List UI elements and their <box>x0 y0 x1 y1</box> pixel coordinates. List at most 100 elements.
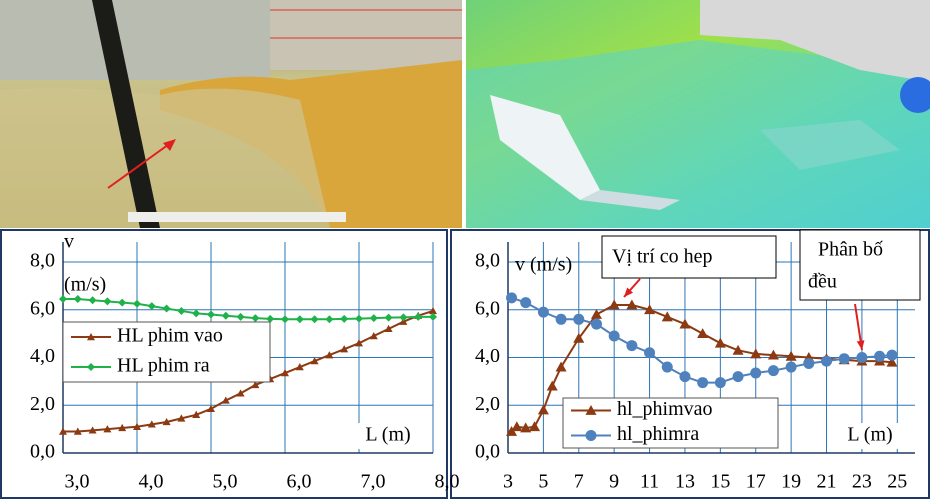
marker <box>207 405 215 412</box>
marker <box>192 309 200 317</box>
marker <box>148 302 156 310</box>
marker <box>281 315 289 323</box>
marker <box>715 377 726 388</box>
figure: 0,0 2,0 4,0 6,0 8,0 3,0 4,0 5,0 6,0 7,0 8,0 v (m/s) L… <box>0 0 930 500</box>
y-axis-label: v <box>64 231 74 253</box>
marker <box>355 315 363 323</box>
x-tick-label: 25 <box>887 471 907 493</box>
annotation-text: Vị trí co hep <box>612 246 713 268</box>
marker <box>311 315 319 323</box>
y-tick-label: 0,0 <box>30 441 55 463</box>
y-tick-label: 0,0 <box>475 441 500 463</box>
annotation-text: Phân bố <box>818 239 883 261</box>
y-axis-label: v (m/s) <box>515 254 572 276</box>
marker <box>340 315 348 323</box>
marker <box>511 421 522 431</box>
marker <box>556 362 567 372</box>
marker <box>786 362 797 373</box>
x-axis-label: L (m) <box>365 424 410 446</box>
marker <box>644 347 655 358</box>
marker <box>547 381 558 391</box>
marker <box>520 297 531 308</box>
x-tick-label: 4,0 <box>139 471 164 493</box>
marker <box>586 430 597 441</box>
annotation-text: đều <box>808 271 837 293</box>
x-tick-label: 7 <box>574 471 584 493</box>
marker <box>886 350 897 361</box>
legend-label: HL phim vao <box>117 325 223 347</box>
marker <box>118 299 126 307</box>
marker <box>325 315 333 323</box>
x-tick-label: 17 <box>746 471 766 493</box>
marker <box>662 362 673 373</box>
y-tick-label: 2,0 <box>30 393 55 415</box>
marker <box>163 305 171 313</box>
y-axis-label: (m/s) <box>64 274 106 296</box>
legend-label: hl_phimvao <box>617 398 713 420</box>
marker <box>626 340 637 351</box>
marker <box>506 292 517 303</box>
marker <box>251 314 259 322</box>
marker <box>697 328 708 338</box>
marker <box>874 351 885 362</box>
marker <box>591 309 602 319</box>
series-line <box>63 299 433 319</box>
y-tick-label: 4,0 <box>30 345 55 367</box>
x-tick-label: 21 <box>817 471 837 493</box>
marker <box>821 356 832 367</box>
y-tick-label: 4,0 <box>475 345 500 367</box>
marker <box>207 311 215 319</box>
y-tick-label: 8,0 <box>30 250 55 272</box>
y-tick-label: 6,0 <box>475 297 500 319</box>
marker <box>733 371 744 382</box>
x-tick-label: 15 <box>710 471 730 493</box>
x-tick-label: 23 <box>852 471 872 493</box>
charts: 0,0 2,0 4,0 6,0 8,0 3,0 4,0 5,0 6,0 7,0 8,0 v (m/s) L… <box>30 230 920 493</box>
x-tick-label: 13 <box>675 471 695 493</box>
marker <box>222 312 230 320</box>
legend-label: hl_phimra <box>617 423 699 445</box>
marker <box>296 315 304 323</box>
marker <box>103 297 111 305</box>
marker <box>133 300 141 308</box>
marker <box>538 307 549 318</box>
x-tick-label: 5 <box>538 471 548 493</box>
marker <box>715 338 726 348</box>
x-tick-label: 9 <box>609 471 619 493</box>
photo-cfd <box>466 0 930 228</box>
marker <box>370 314 378 322</box>
y-tick-label: 8,0 <box>475 250 500 272</box>
x-tick-label: 3 <box>503 471 513 493</box>
marker <box>59 295 67 303</box>
marker <box>556 314 567 325</box>
marker <box>177 307 185 315</box>
x-tick-label: 5,0 <box>213 471 238 493</box>
marker <box>679 371 690 382</box>
x-tick-label: 7,0 <box>361 471 386 493</box>
marker <box>750 368 761 379</box>
marker <box>529 421 540 431</box>
marker <box>697 377 708 388</box>
marker <box>573 314 584 325</box>
marker <box>385 314 393 322</box>
y-tick-label: 6,0 <box>30 297 55 319</box>
x-tick-label: 6,0 <box>287 471 312 493</box>
marker <box>609 331 620 342</box>
marker <box>839 353 850 364</box>
arrow-head <box>857 340 865 350</box>
marker <box>768 365 779 376</box>
legend-label: HL phim ra <box>117 355 210 377</box>
marker <box>803 358 814 369</box>
x-tick-label: 8,0 <box>435 471 460 493</box>
y-tick-label: 2,0 <box>475 393 500 415</box>
series-line <box>512 298 892 383</box>
marker <box>237 389 245 396</box>
x-tick-label: 19 <box>781 471 801 493</box>
x-tick-label: 11 <box>640 471 659 493</box>
x-tick-label: 3,0 <box>65 471 90 493</box>
marker <box>89 296 97 304</box>
marker <box>74 295 82 303</box>
marker <box>538 405 549 415</box>
marker <box>856 352 867 363</box>
x-axis-label: L (m) <box>847 424 892 446</box>
